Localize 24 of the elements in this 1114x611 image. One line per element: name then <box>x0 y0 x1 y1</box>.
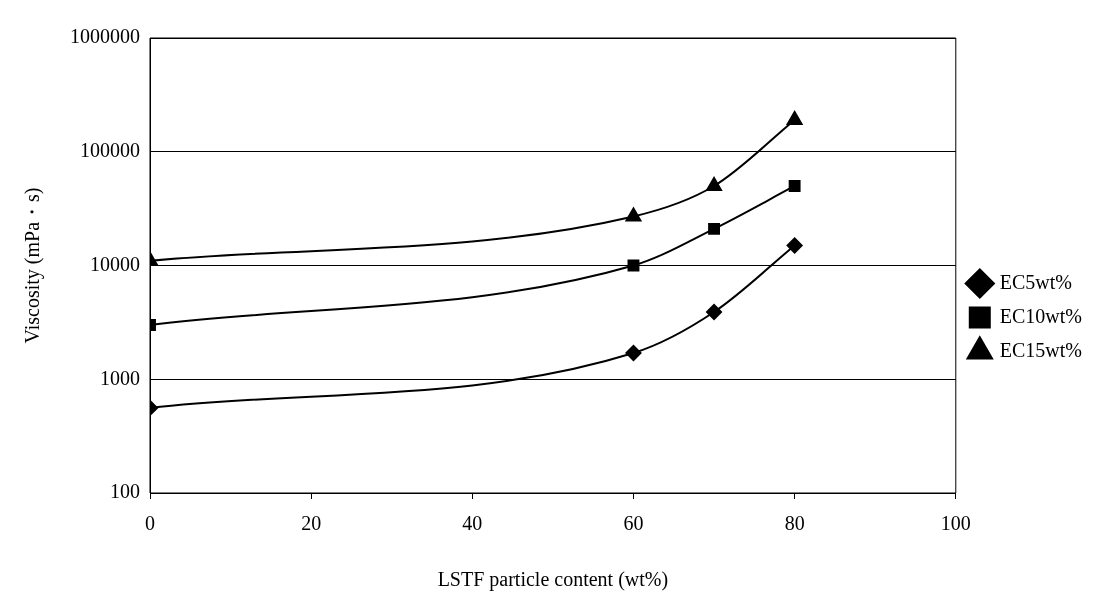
y-tick-label: 1000 <box>100 366 140 389</box>
y-tick-label: 100000 <box>80 139 140 161</box>
point <box>625 207 642 222</box>
x-tick-label: 0 <box>145 512 155 535</box>
x-tick-label: 80 <box>784 512 805 535</box>
legend-label: EC5wt% <box>999 270 1072 293</box>
point <box>708 222 720 235</box>
legend-label: EC10wt% <box>999 304 1082 327</box>
point <box>625 345 642 362</box>
y-tick-label: 1000000 <box>70 25 140 48</box>
x-tick-label: 100 <box>940 512 971 535</box>
x-tick-label: 20 <box>301 512 322 535</box>
x-tick-label: 40 <box>462 512 483 535</box>
legend-label: EC15wt% <box>999 338 1082 361</box>
y-tick-label: 10000 <box>90 252 140 275</box>
x-tick-label: 60 <box>623 512 644 535</box>
point <box>706 304 723 321</box>
x-axis-title: LSTF particle content (wt%) <box>437 568 669 592</box>
point <box>786 237 803 254</box>
point <box>788 180 801 192</box>
point <box>786 111 803 126</box>
y-axis-title: Viscosity (mPa・s) <box>21 187 45 344</box>
y-tick-label: 100 <box>110 480 140 503</box>
point <box>706 176 722 191</box>
